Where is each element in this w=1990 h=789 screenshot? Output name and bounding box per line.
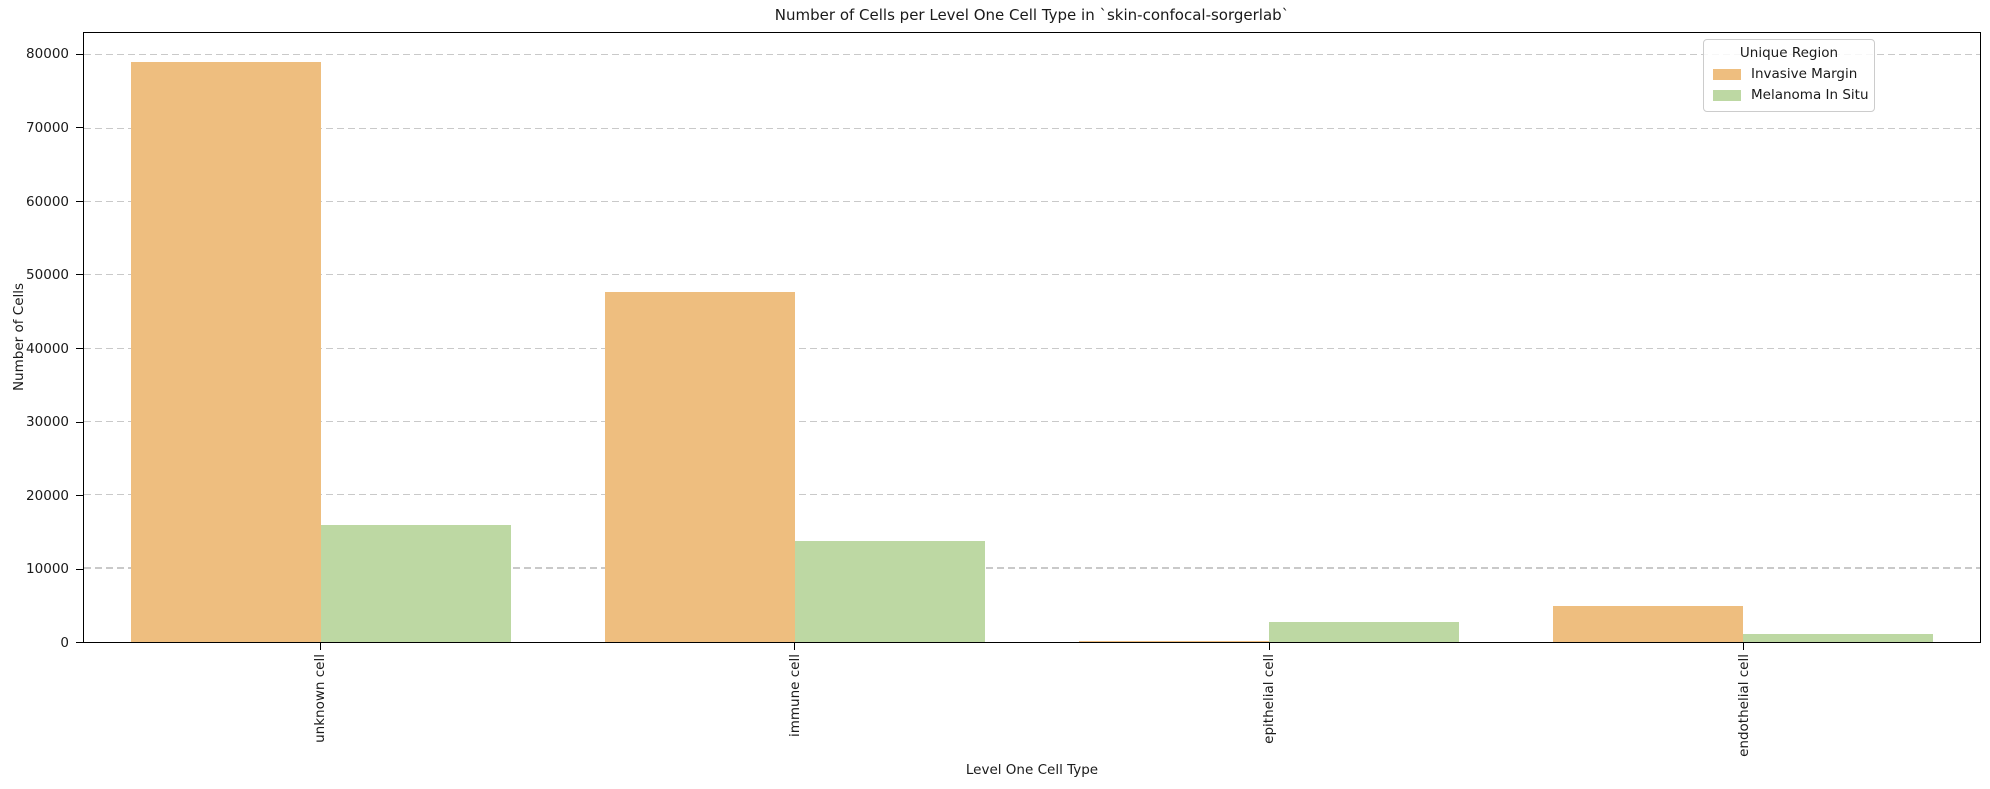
bar-unknown-cell-melanoma-in-situ [321, 525, 511, 642]
y-tick-mark-20000 [76, 495, 83, 497]
y-tick-label-40000: 40000 [26, 340, 69, 357]
legend-label-invasive-margin: Invasive Margin [1751, 66, 1858, 82]
x-tick-mark-epithelial-cell [1268, 643, 1270, 650]
legend-entry-invasive-margin: Invasive Margin [1713, 66, 1865, 82]
gridline-30000 [84, 420, 1980, 423]
y-tick-mark-50000 [76, 274, 83, 276]
y-tick-label-10000: 10000 [26, 561, 69, 578]
bar-epithelial-cell-invasive-margin [1079, 640, 1269, 642]
x-tick-label-epithelial-cell: epithelial cell [1261, 654, 1278, 744]
y-tick-label-30000: 30000 [26, 414, 69, 431]
legend-label-melanoma-in-situ: Melanoma In Situ [1751, 87, 1869, 103]
bar-immune-cell-invasive-margin [605, 292, 795, 642]
x-tick-label-immune-cell: immune cell [786, 654, 803, 737]
gridline-40000 [84, 347, 1980, 349]
y-tick-mark-70000 [76, 127, 83, 129]
legend-entries: Invasive Margin Melanoma In Situ [1713, 66, 1869, 103]
x-tick-mark-endothelial-cell [1743, 643, 1744, 650]
bar-unknown-cell-invasive-margin [131, 61, 321, 642]
y-tick-mark-40000 [76, 347, 83, 349]
gridline-70000 [84, 127, 1980, 129]
bar-endothelial-cell-invasive-margin [1553, 606, 1743, 642]
legend: Unique Region Invasive Margin Melanoma In… [1703, 39, 1875, 112]
y-tick-label-0: 0 [60, 635, 69, 651]
y-tick-mark-30000 [76, 421, 83, 423]
x-tick-mark-unknown-cell [319, 643, 321, 650]
y-axis: 0 10000 20000 30000 40000 50000 60000 70000 8000… [0, 32, 83, 651]
y-tick-mark-80000 [76, 53, 83, 55]
legend-swatch-melanoma-in-situ [1713, 89, 1741, 101]
y-tick-mark-10000 [76, 568, 83, 570]
gridline-20000 [84, 494, 1980, 496]
y-tick-label-50000: 50000 [26, 267, 69, 284]
chart-title: Number of Cells per Level One Cell Type … [774, 6, 1290, 24]
bar-immune-cell-melanoma-in-situ [795, 540, 985, 642]
y-tick-label-70000: 70000 [26, 120, 69, 136]
x-axis-label: Level One Cell Type [965, 762, 1099, 778]
bar-epithelial-cell-melanoma-in-situ [1269, 622, 1459, 642]
y-tick-label-20000: 20000 [26, 487, 69, 504]
gridline-80000 [84, 54, 1980, 56]
gridline-50000 [84, 274, 1980, 276]
x-tick-mark-immune-cell [794, 643, 795, 650]
gridline-60000 [84, 200, 1980, 203]
legend-entry-melanoma-in-situ: Melanoma In Situ [1713, 87, 1869, 103]
legend-title: Unique Region [1739, 45, 1839, 61]
gridline-10000 [84, 567, 1980, 569]
y-tick-mark-60000 [76, 200, 83, 202]
y-tick-mark-0 [76, 642, 83, 644]
legend-swatch-invasive-margin [1713, 68, 1741, 80]
plot-area [83, 32, 1981, 643]
bar-endothelial-cell-melanoma-in-situ [1743, 634, 1933, 642]
x-axis: unknown cell immune cell epithelial cell en… [83, 643, 1981, 789]
x-tick-label-endothelial-cell: endothelial cell [1735, 654, 1752, 757]
x-tick-label-unknown-cell: unknown cell [312, 654, 329, 743]
y-tick-label-80000: 80000 [26, 46, 69, 63]
y-tick-label-60000: 60000 [26, 193, 69, 210]
